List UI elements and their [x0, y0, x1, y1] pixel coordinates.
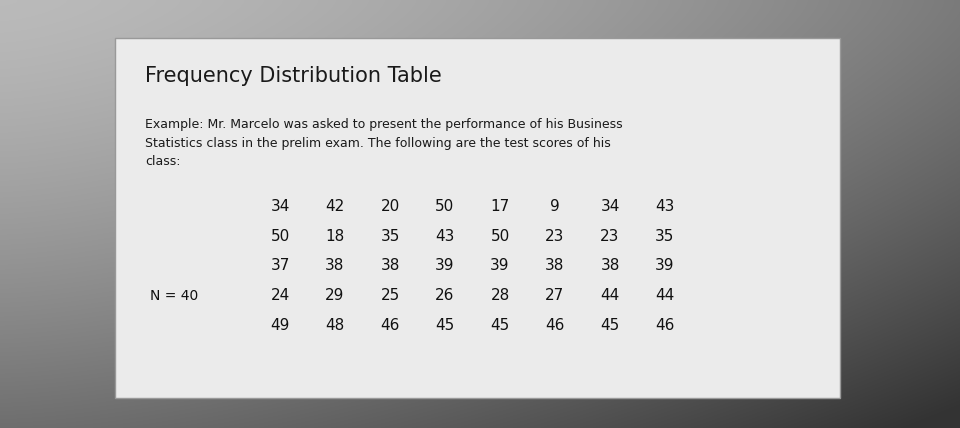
Text: 46: 46: [380, 318, 399, 333]
Text: 35: 35: [380, 229, 399, 244]
Text: 26: 26: [435, 288, 455, 303]
Text: 44: 44: [600, 288, 619, 303]
Text: 20: 20: [380, 199, 399, 214]
Text: 50: 50: [491, 229, 510, 244]
Text: 50: 50: [271, 229, 290, 244]
Text: 39: 39: [656, 259, 675, 273]
Text: 44: 44: [656, 288, 675, 303]
Text: 23: 23: [600, 229, 620, 244]
Text: Example: Mr. Marcelo was asked to present the performance of his Business
Statis: Example: Mr. Marcelo was asked to presen…: [145, 118, 623, 168]
Text: 27: 27: [545, 288, 564, 303]
Text: 45: 45: [600, 318, 619, 333]
Text: 37: 37: [271, 259, 290, 273]
Text: 24: 24: [271, 288, 290, 303]
Text: 50: 50: [436, 199, 455, 214]
Text: 46: 46: [656, 318, 675, 333]
Text: Frequency Distribution Table: Frequency Distribution Table: [145, 66, 442, 86]
Text: 35: 35: [656, 229, 675, 244]
Text: 38: 38: [325, 259, 345, 273]
Text: 49: 49: [271, 318, 290, 333]
Text: 34: 34: [600, 199, 620, 214]
Text: 38: 38: [600, 259, 620, 273]
Text: 38: 38: [545, 259, 564, 273]
Text: 42: 42: [325, 199, 345, 214]
FancyBboxPatch shape: [115, 38, 840, 398]
Text: 9: 9: [550, 199, 560, 214]
Text: 34: 34: [271, 199, 290, 214]
Text: 45: 45: [491, 318, 510, 333]
Text: 25: 25: [380, 288, 399, 303]
Text: 46: 46: [545, 318, 564, 333]
Text: 17: 17: [491, 199, 510, 214]
Text: 29: 29: [325, 288, 345, 303]
Text: 48: 48: [325, 318, 345, 333]
Text: 23: 23: [545, 229, 564, 244]
Text: 18: 18: [325, 229, 345, 244]
Text: 38: 38: [380, 259, 399, 273]
Text: 43: 43: [435, 229, 455, 244]
Text: 43: 43: [656, 199, 675, 214]
Text: N = 40: N = 40: [150, 289, 199, 303]
Text: 39: 39: [435, 259, 455, 273]
Text: 28: 28: [491, 288, 510, 303]
Text: 39: 39: [491, 259, 510, 273]
Text: 45: 45: [436, 318, 455, 333]
